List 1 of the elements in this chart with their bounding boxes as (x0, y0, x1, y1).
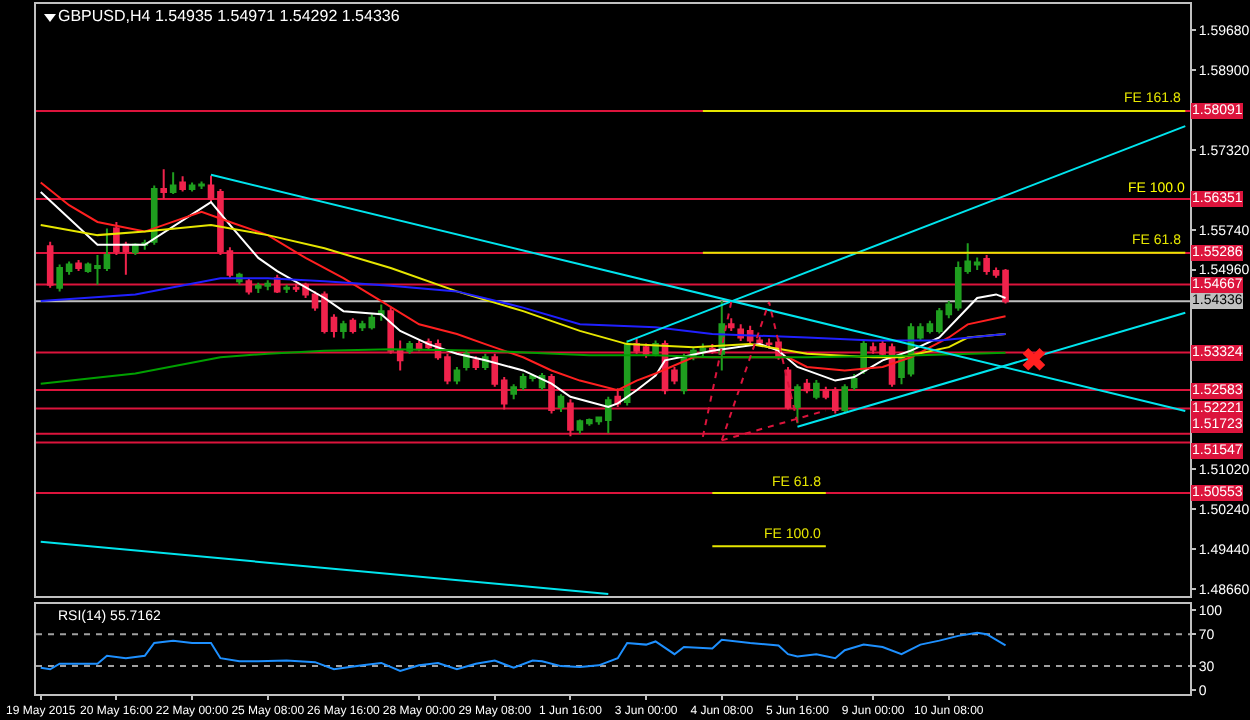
chart-title: GBPUSD,H4 1.54935 1.54971 1.54292 1.54336 (58, 7, 401, 26)
